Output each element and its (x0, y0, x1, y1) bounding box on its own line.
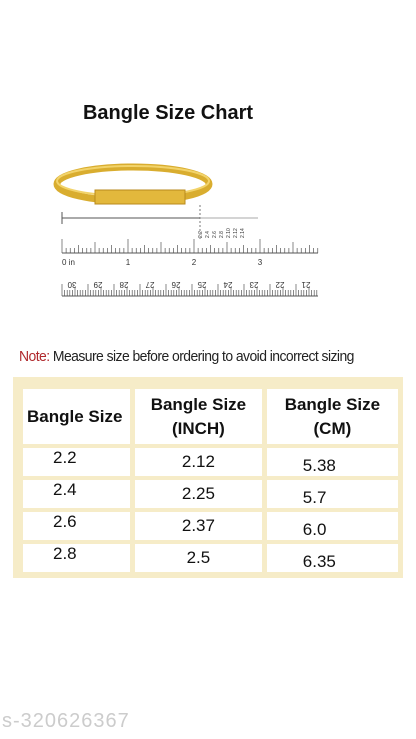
table-cell: 6.35 (266, 544, 398, 572)
column-header: Bangle Size (INCH) (135, 389, 262, 444)
cm-label: 25 (197, 280, 206, 289)
inch-label: 1 (126, 258, 131, 267)
table: Bangle Size Bangle Size (INCH) Bangle Size… (18, 385, 403, 576)
size-label: 2.6 (212, 231, 218, 238)
table-row: 2.8 2.5 6.35 (23, 544, 398, 572)
cm-label: 21 (301, 280, 310, 289)
size-label: 2.14 (240, 228, 246, 238)
title: Bangle Size Chart (82, 102, 254, 124)
table-cell: 2.25 (135, 480, 262, 508)
cm-label: 23 (249, 280, 258, 289)
watermark: s-320626367 (2, 710, 130, 732)
table-cell: 2.8 (23, 544, 131, 572)
note-text: Measure size before ordering to avoid in… (52, 348, 355, 365)
table-cell: 2.2 (23, 448, 131, 476)
cm-label: 28 (119, 280, 128, 289)
size-label: 2.2 (198, 231, 204, 238)
table-cell: 2.12 (135, 448, 262, 476)
size-label: 2.8 (219, 231, 225, 238)
column-header: Bangle Size (CM) (266, 389, 398, 444)
size-label: 2.10 (226, 228, 232, 238)
table-cell: 5.7 (266, 480, 398, 508)
table-cell: 2.4 (23, 480, 131, 508)
cm-label: 27 (145, 280, 154, 289)
table-cell: 5.38 (266, 448, 398, 476)
note: Note: Measure size before ordering to av… (19, 348, 354, 365)
inch-label: 2 (192, 258, 197, 267)
table-cell: 2.37 (135, 512, 262, 540)
size-label: 2.4 (205, 231, 211, 238)
table-cell: 2.6 (23, 512, 131, 540)
table-cell: 6.0 (266, 512, 398, 540)
note-label: Note: (19, 348, 50, 365)
cm-label: 24 (223, 280, 232, 289)
cm-label: 29 (93, 280, 102, 289)
inch-label: 0 in (62, 258, 75, 267)
table-row: 2.6 2.37 6.0 (23, 512, 398, 540)
column-header: Bangle Size (23, 389, 131, 444)
inch-label: 3 (258, 258, 263, 267)
size-table: Bangle Size Bangle Size (INCH) Bangle Size… (13, 377, 403, 578)
table-cell: 2.5 (135, 544, 262, 572)
cm-label: 26 (171, 280, 180, 289)
table-row: 2.2 2.12 5.38 (23, 448, 398, 476)
bangle-clasp (94, 189, 186, 205)
cm-label: 30 (67, 280, 76, 289)
cm-label: 22 (275, 280, 284, 289)
size-label: 2.12 (233, 228, 239, 238)
table-row: 2.4 2.25 5.7 (23, 480, 398, 508)
